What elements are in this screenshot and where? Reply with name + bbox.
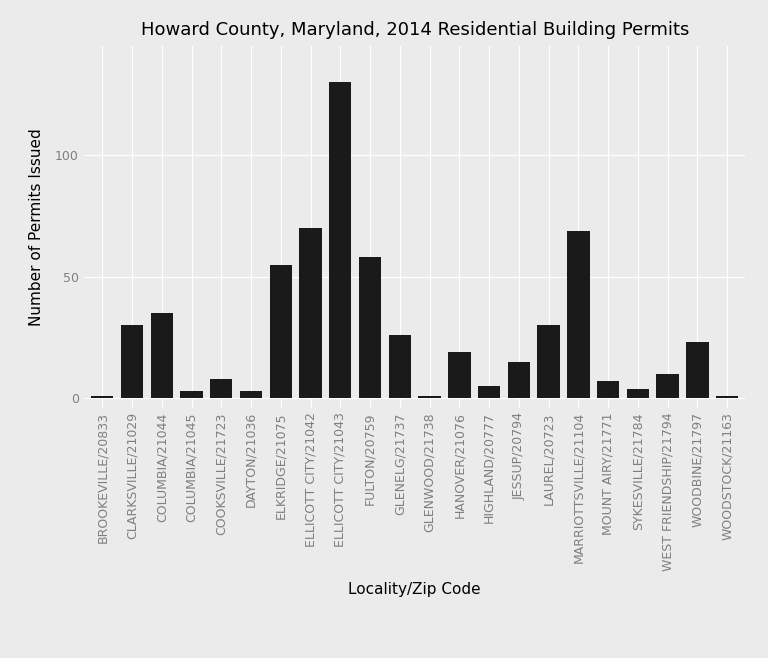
- X-axis label: Locality/Zip Code: Locality/Zip Code: [349, 582, 481, 597]
- Bar: [180, 391, 203, 398]
- Bar: [627, 388, 649, 398]
- Bar: [597, 381, 619, 398]
- Bar: [270, 265, 292, 398]
- Bar: [329, 82, 352, 398]
- Bar: [716, 396, 738, 398]
- Bar: [300, 228, 322, 398]
- Bar: [359, 257, 381, 398]
- Bar: [151, 313, 173, 398]
- Bar: [508, 362, 530, 398]
- Bar: [568, 231, 590, 398]
- Bar: [449, 352, 471, 398]
- Bar: [478, 386, 500, 398]
- Bar: [121, 325, 144, 398]
- Bar: [389, 335, 411, 398]
- Bar: [657, 374, 679, 398]
- Bar: [538, 325, 560, 398]
- Bar: [210, 379, 233, 398]
- Bar: [240, 391, 262, 398]
- Y-axis label: Number of Permits Issued: Number of Permits Issued: [29, 128, 44, 326]
- Bar: [419, 396, 441, 398]
- Bar: [91, 396, 114, 398]
- Bar: [686, 342, 709, 398]
- Title: Howard County, Maryland, 2014 Residential Building Permits: Howard County, Maryland, 2014 Residentia…: [141, 21, 689, 39]
